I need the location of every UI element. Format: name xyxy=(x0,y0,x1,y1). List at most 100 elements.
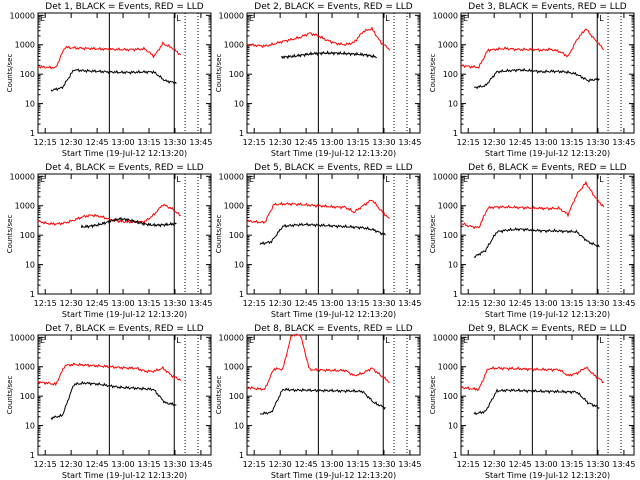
x-tick-label: 13:45 xyxy=(398,460,421,469)
y-tick-label: 10 xyxy=(25,261,35,270)
events-series-line xyxy=(473,388,600,416)
x-axis-label: Start Time (19-Jul-12 12:13:20) xyxy=(485,310,610,319)
lld-series-line xyxy=(246,26,391,51)
x-tick-label: 13:15 xyxy=(560,299,583,308)
x-tick-label: 12:45 xyxy=(509,138,532,147)
x-tick-label: 13:45 xyxy=(612,460,635,469)
panel-title: Det 4, BLACK = Events, RED = LLD xyxy=(45,163,204,173)
x-tick-label: 12:45 xyxy=(86,299,109,308)
y-tick-label: 1 xyxy=(453,290,458,299)
y-tick-label: 1000 xyxy=(224,202,244,211)
y-axis-label: Counts/sec xyxy=(429,376,437,415)
events-series-line xyxy=(473,67,600,90)
events-series-line xyxy=(50,68,177,92)
plot-frame xyxy=(460,12,635,134)
x-tick-label: 12:30 xyxy=(60,460,83,469)
flag-label-e: E xyxy=(40,14,45,23)
y-tick-label: 10000 xyxy=(10,333,35,342)
flag-label-l: L xyxy=(599,14,604,23)
y-tick-label: 1000 xyxy=(438,41,458,50)
events-series-line xyxy=(281,50,377,60)
panel-title: Det 5, BLACK = Events, RED = LLD xyxy=(254,163,413,173)
x-tick-label: 13:15 xyxy=(137,460,160,469)
x-tick-label: 13:45 xyxy=(189,460,212,469)
x-tick-label: 12:15 xyxy=(243,460,266,469)
x-tick-label: 12:30 xyxy=(269,138,292,147)
x-axis-label: Start Time (19-Jul-12 12:13:20) xyxy=(62,471,187,480)
x-tick-label: 13:45 xyxy=(612,299,635,308)
y-tick-label: 10 xyxy=(448,422,458,431)
detector-panel-1: Det 1, BLACK = Events, RED = LLD Start Ti… xyxy=(6,2,212,158)
x-tick-label: 13:15 xyxy=(560,460,583,469)
y-axis-label: Counts/sec xyxy=(429,54,437,93)
x-axis-label: Start Time (19-Jul-12 12:13:20) xyxy=(485,149,610,158)
x-tick-label: 13:15 xyxy=(137,138,160,147)
panel-title: Det 6, BLACK = Events, RED = LLD xyxy=(468,163,627,173)
lld-series-line xyxy=(460,28,605,69)
flag-label-l: L xyxy=(176,175,181,184)
y-tick-label: 100 xyxy=(20,231,35,240)
y-tick-label: 10000 xyxy=(219,333,244,342)
flag-label-e: E xyxy=(249,175,254,184)
x-tick-label: 12:15 xyxy=(457,138,480,147)
flag-label-l: L xyxy=(385,14,390,23)
x-tick-label: 13:00 xyxy=(112,460,135,469)
x-tick-label: 13:30 xyxy=(372,299,395,308)
panel-title: Det 7, BLACK = Events, RED = LLD xyxy=(45,324,204,334)
x-axis-label: Start Time (19-Jul-12 12:13:20) xyxy=(271,310,396,319)
y-tick-label: 10000 xyxy=(10,172,35,181)
y-tick-label: 100 xyxy=(229,70,244,79)
x-tick-label: 13:00 xyxy=(112,299,135,308)
x-tick-label: 13:15 xyxy=(346,138,369,147)
plot-frame xyxy=(246,12,421,134)
x-tick-label: 13:00 xyxy=(535,299,558,308)
lld-series-line xyxy=(37,362,182,386)
flag-label-e: E xyxy=(463,14,468,23)
y-tick-label: 10 xyxy=(234,422,244,431)
y-tick-label: 100 xyxy=(20,70,35,79)
detector-panel-6: Det 6, BLACK = Events, RED = LLD Start Ti… xyxy=(429,163,635,319)
x-tick-label: 13:30 xyxy=(372,138,395,147)
x-tick-label: 12:30 xyxy=(483,138,506,147)
x-tick-label: 12:45 xyxy=(86,138,109,147)
detector-panel-2: Det 2, BLACK = Events, RED = LLD Start Ti… xyxy=(215,2,421,158)
x-tick-label: 12:30 xyxy=(269,460,292,469)
events-series-line xyxy=(473,227,600,259)
x-tick-label: 13:00 xyxy=(112,138,135,147)
flag-label-l: L xyxy=(385,336,390,345)
y-tick-label: 10000 xyxy=(10,11,35,20)
x-tick-label: 12:30 xyxy=(60,299,83,308)
x-axis-label: Start Time (19-Jul-12 12:13:20) xyxy=(271,471,396,480)
panel-title: Det 8, BLACK = Events, RED = LLD xyxy=(254,324,413,334)
x-tick-label: 13:30 xyxy=(586,460,609,469)
y-axis-label: Counts/sec xyxy=(215,54,223,93)
lld-series-line xyxy=(246,199,391,224)
plot-frame xyxy=(460,334,635,456)
y-tick-label: 10000 xyxy=(219,11,244,20)
x-tick-label: 13:15 xyxy=(137,299,160,308)
y-tick-label: 1000 xyxy=(224,41,244,50)
y-tick-label: 100 xyxy=(229,392,244,401)
lld-series-line xyxy=(460,366,604,392)
plot-frame xyxy=(37,173,212,295)
y-tick-label: 100 xyxy=(229,231,244,240)
y-tick-label: 1 xyxy=(453,451,458,460)
y-tick-label: 100 xyxy=(443,231,458,240)
flag-label-l: L xyxy=(599,175,604,184)
y-tick-label: 10000 xyxy=(433,333,458,342)
detector-panel-9: Det 9, BLACK = Events, RED = LLD Start Ti… xyxy=(429,324,635,480)
y-axis-label: Counts/sec xyxy=(215,215,223,254)
events-series-line xyxy=(80,216,177,229)
x-tick-label: 12:30 xyxy=(483,460,506,469)
plot-frame xyxy=(246,334,421,456)
y-tick-label: 10 xyxy=(448,261,458,270)
lld-series-line xyxy=(460,180,605,230)
y-tick-label: 1000 xyxy=(15,41,35,50)
x-tick-label: 13:00 xyxy=(535,460,558,469)
x-tick-label: 12:45 xyxy=(295,299,318,308)
y-tick-label: 1000 xyxy=(224,363,244,372)
x-tick-label: 12:15 xyxy=(34,460,57,469)
x-tick-label: 12:45 xyxy=(86,460,109,469)
x-tick-label: 13:30 xyxy=(163,460,186,469)
events-series-line xyxy=(50,380,177,421)
